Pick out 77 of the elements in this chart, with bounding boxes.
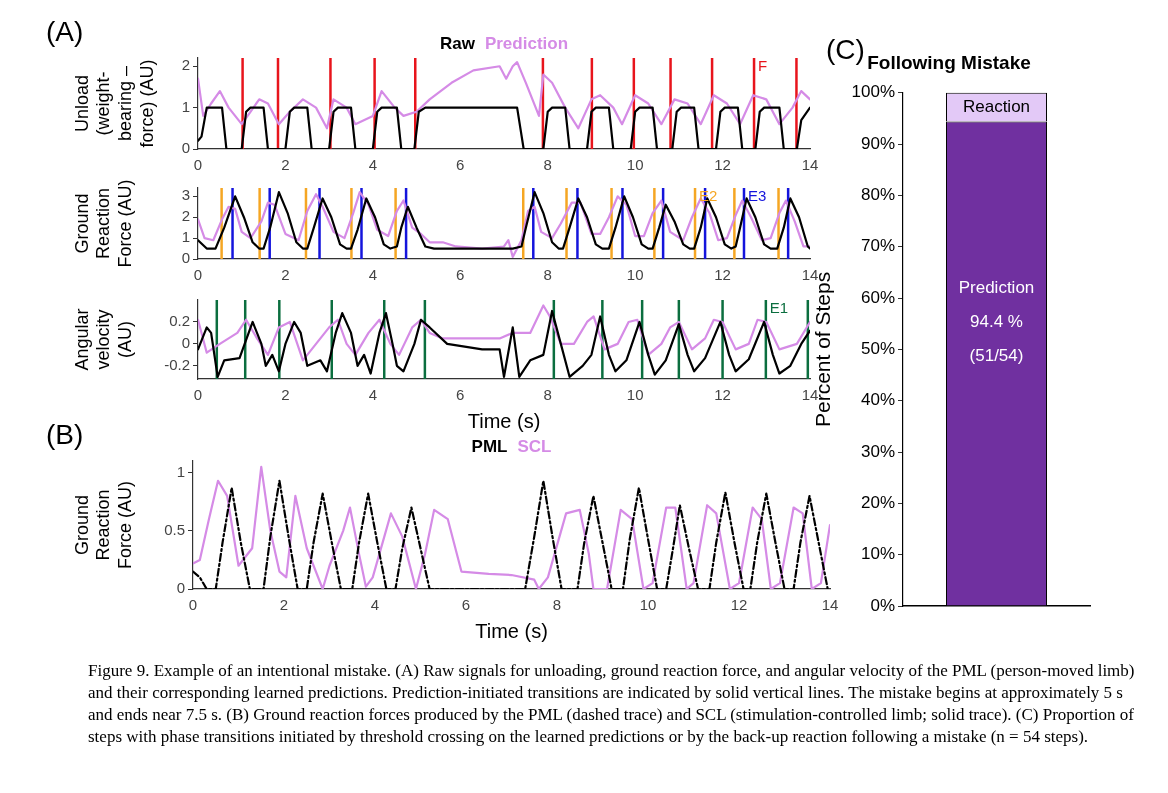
x-tick-label: 6 — [456, 386, 465, 404]
x-tick-label: 12 — [714, 386, 731, 404]
y-tick-label: 2 — [181, 207, 190, 225]
x-tick-label: 4 — [368, 386, 378, 404]
x-tick-label: 6 — [461, 596, 471, 614]
x-tick-label: 10 — [626, 266, 644, 284]
x-tick-label: 8 — [543, 386, 552, 404]
x-tick-label: 10 — [626, 386, 644, 404]
x-tick-label: 4 — [370, 596, 380, 614]
y-tick-label: 80% — [860, 185, 895, 205]
y-tick-label: 1 — [181, 97, 190, 115]
series-label: Prediction — [958, 277, 1035, 297]
data-label: 94.4 % — [970, 311, 1023, 331]
x-tick-label: 8 — [543, 156, 552, 174]
y-tick-label: 30% — [860, 441, 895, 461]
x-tick-label: 12 — [714, 266, 731, 284]
x-tick-label: 4 — [368, 266, 378, 284]
y-tick-label: 40% — [860, 390, 895, 410]
text: Raw — [439, 33, 476, 53]
x-tick-label: 12 — [730, 596, 748, 614]
x-tick-label: 6 — [456, 266, 465, 284]
y-tick-label: 2 — [181, 56, 190, 74]
text: (C) — [826, 34, 865, 66]
annotation: E3 — [747, 187, 767, 205]
y-tick-label: -0.2 — [164, 355, 190, 373]
text: PML — [471, 436, 508, 456]
x-tick-label: 2 — [281, 266, 290, 284]
x-tick-label: 0 — [193, 156, 203, 174]
series-label: Prediction — [484, 33, 569, 53]
annotation: (51/54) — [969, 345, 1024, 365]
y-tick-label: 50% — [860, 339, 895, 359]
y-tick-label: 1 — [176, 462, 185, 480]
x-tick-label: 14 — [801, 386, 819, 404]
x-tick-label: 14 — [821, 596, 839, 614]
y-tick-label: 1 — [181, 228, 190, 246]
x-axis-title: Time (s) — [475, 619, 548, 642]
y-tick-label: 0% — [870, 595, 895, 615]
chart-title: Following Mistake — [867, 51, 1031, 73]
x-tick-label: 8 — [552, 596, 562, 614]
y-tick-label: 60% — [860, 287, 895, 307]
annotation: E1 — [769, 299, 789, 317]
y-tick-label: 90% — [860, 133, 895, 153]
y-axis-title: Ground Reaction Force (AU) — [71, 480, 135, 570]
x-tick-label: 14 — [801, 156, 819, 174]
y-tick-label: 20% — [860, 493, 895, 513]
x-tick-label: 10 — [639, 596, 657, 614]
x-tick-label: 0 — [193, 386, 203, 404]
y-tick-label: 100% — [851, 82, 895, 102]
y-tick-label: 0.5 — [164, 520, 185, 538]
x-tick-label: 14 — [801, 266, 819, 284]
y-axis-title: Unload (weight-bearing – force) (AU) — [71, 59, 157, 148]
annotation: F — [758, 57, 768, 75]
text: (B) — [46, 419, 84, 451]
x-axis-title: Time (s) — [467, 409, 541, 432]
y-axis-title: Ground Reaction Force (AU) — [71, 179, 135, 268]
y-tick-label: 0 — [181, 249, 190, 267]
x-tick-label: 2 — [281, 386, 290, 404]
text: SCL — [517, 436, 552, 456]
series-label: Reaction — [962, 96, 1031, 116]
y-tick-label: 70% — [860, 236, 895, 256]
x-tick-label: 12 — [714, 156, 731, 174]
caption: Figure 9. Example of an intentional mistake. (A) Raw signals for unloading, ground reaction force, and angular velocity of the PML (person-moved limb) and their corresponding learned predictions. Prediction-initiated transitions are indicated by solid vertical lines. The mistake begins at approximately 5 s and ends near 7.5 s. (B) Ground reaction forces produced by the PML (dashed trace) and SCL (stimulation-controlled limb; solid trace). (C) Proportion of steps with phase transitions initiated by threshold crossing on the learned predictions or by the back-up reaction following a mistake (n = 54 steps). — [88, 660, 1136, 748]
x-tick-label: 6 — [456, 156, 465, 174]
y-tick-label: 0 — [181, 334, 190, 352]
x-tick-label: 2 — [281, 156, 290, 174]
x-tick-label: 4 — [368, 156, 378, 174]
y-axis-title: Angular velocity (AU) — [71, 308, 135, 371]
y-tick-label: 0 — [176, 579, 185, 597]
x-tick-label: 0 — [193, 266, 203, 284]
y-tick-label: 0.2 — [169, 312, 190, 330]
x-tick-label: 10 — [626, 156, 644, 174]
y-tick-label: 3 — [181, 186, 190, 204]
y-tick-label: 10% — [860, 544, 895, 564]
x-tick-label: 8 — [543, 266, 552, 284]
x-tick-label: 2 — [279, 596, 289, 614]
y-tick-label: 0 — [181, 139, 190, 157]
text: (A) — [46, 16, 84, 48]
